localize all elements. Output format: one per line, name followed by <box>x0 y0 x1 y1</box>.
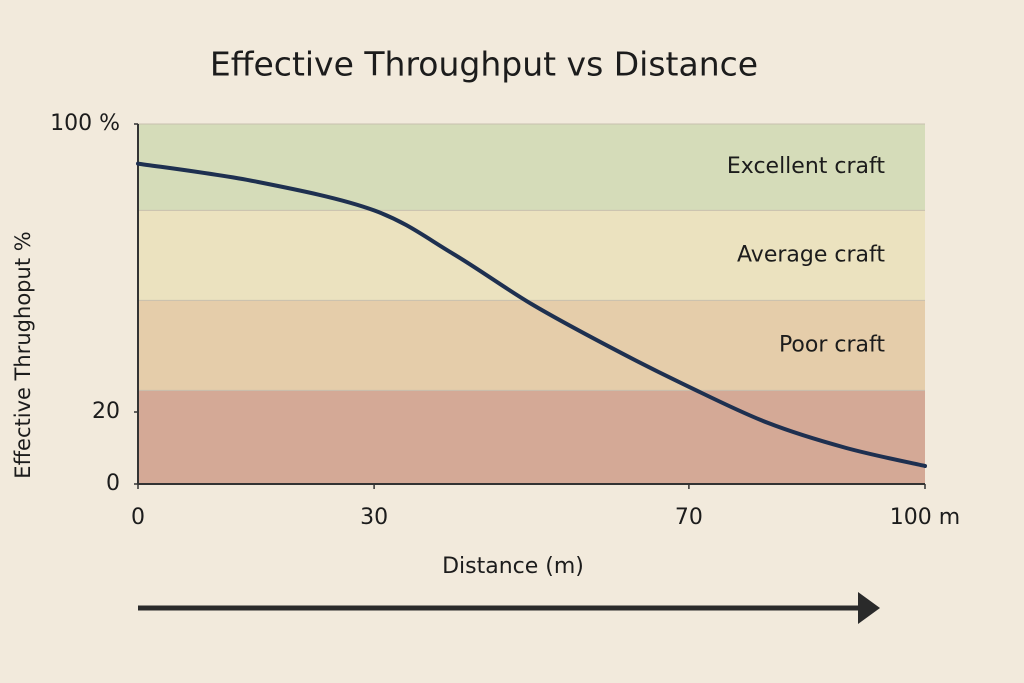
y-tick-label: 0 <box>106 471 120 496</box>
band-label: Average craft <box>737 242 885 267</box>
decorative-arrow-head <box>858 592 880 624</box>
y-axis-label: Effective Thrughoput % <box>11 231 35 478</box>
band <box>138 210 925 301</box>
band <box>138 124 925 211</box>
line-series <box>136 161 927 468</box>
x-tick-label: 0 <box>131 505 145 530</box>
x-tick-label: 100 m <box>890 505 960 530</box>
plot-area: Excellent craft Average craft Poor craft 0 2… <box>50 111 960 530</box>
y-tick-label: 100 % <box>50 111 120 136</box>
x-tick-label: 30 <box>360 505 388 530</box>
band <box>138 390 925 484</box>
band-label: Poor craft <box>779 332 885 357</box>
chart-title: Effective Throughput vs Distance <box>210 45 758 84</box>
x-axis-label: Distance (m) <box>442 554 584 579</box>
y-tick-label: 20 <box>92 399 120 424</box>
band-label: Excellent craft <box>727 154 885 179</box>
band <box>138 300 925 391</box>
x-tick-label: 70 <box>675 505 703 530</box>
